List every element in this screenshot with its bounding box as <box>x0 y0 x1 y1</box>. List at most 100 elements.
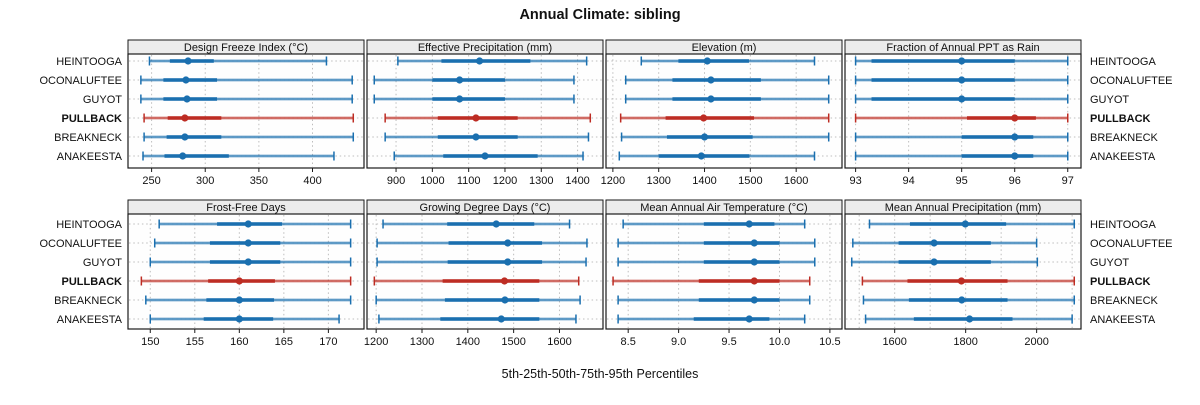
median-dot <box>181 114 189 122</box>
percentile-row-anakeesta <box>368 314 602 324</box>
median-dot <box>481 152 489 160</box>
median-dot <box>492 220 500 228</box>
percentile-row-oconaluftee <box>607 75 841 85</box>
x-tick-label: 165 <box>275 336 293 348</box>
x-tick-label: 10.0 <box>769 336 790 348</box>
median-dot <box>472 114 480 122</box>
median-dot <box>244 239 252 247</box>
panel-header-label: Design Freeze Index (°C) <box>184 42 308 54</box>
percentile-row-oconaluftee <box>368 75 602 85</box>
site-label-right-pullback: PULLBACK <box>1090 113 1151 125</box>
median-dot <box>184 57 192 65</box>
median-dot <box>235 277 243 285</box>
panel-box <box>366 53 604 169</box>
x-tick-label: 10.5 <box>819 336 840 348</box>
percentile-row-anakeesta <box>846 151 1080 161</box>
percentile-row-breakneck <box>846 295 1080 305</box>
median-dot <box>455 76 464 84</box>
x-tick-label: 9.5 <box>721 336 736 348</box>
panel-header-label: Effective Precipitation (mm) <box>418 42 552 54</box>
percentile-row-breakneck <box>368 132 602 142</box>
panels-container: HEINTOOGA HEINTOOGA OCONALUFTEE OCONALUFTEE… <box>39 39 1173 348</box>
x-tick-label: 1100 <box>457 175 481 187</box>
panel-elevation-m: Elevation (m) 1200 1300 1400 1500 1600 <box>601 39 843 187</box>
panel-mean-annual-air-temperature-c: Mean Annual Air Temperature (°C) 8.5 9.0 9.… <box>605 199 843 348</box>
median-dot <box>750 258 758 266</box>
site-label-left-guyot: GUYOT <box>83 257 122 269</box>
panel-header-label: Fraction of Annual PPT as Rain <box>886 42 1039 54</box>
chart-title: Annual Climate: sibling <box>519 7 680 23</box>
percentile-row-heintooga <box>368 219 602 229</box>
median-dot <box>957 277 966 285</box>
percentile-row-pullback <box>129 276 363 286</box>
panel-box <box>844 53 1082 169</box>
percentile-row-guyot <box>368 257 602 267</box>
percentile-row-heintooga <box>846 219 1080 229</box>
percentile-row-oconaluftee <box>129 75 363 85</box>
site-label-left-oconaluftee: OCONALUFTEE <box>39 75 122 87</box>
median-dot <box>745 220 753 228</box>
x-tick-label: 1400 <box>565 175 589 187</box>
x-tick-label: 250 <box>142 175 160 187</box>
site-label-left-pullback: PULLBACK <box>62 113 123 125</box>
site-label-left-heintooga: HEINTOOGA <box>56 219 122 231</box>
x-tick-label: 93 <box>849 175 861 187</box>
median-dot <box>697 152 705 160</box>
x-tick-label: 170 <box>319 336 337 348</box>
site-label-right-anakeesta: ANAKEESTA <box>1090 314 1156 326</box>
x-tick-label: 155 <box>186 336 204 348</box>
median-dot <box>181 133 189 141</box>
percentile-row-guyot <box>846 94 1080 104</box>
median-dot <box>472 133 480 141</box>
percentile-row-anakeesta <box>607 314 841 324</box>
percentile-row-anakeesta <box>846 314 1080 324</box>
panel-header-label: Elevation (m) <box>692 42 757 54</box>
percentile-row-pullback <box>846 113 1080 123</box>
percentile-row-breakneck <box>607 132 841 142</box>
site-label-right-oconaluftee: OCONALUFTEE <box>1090 238 1173 250</box>
site-label-left-breakneck: BREAKNECK <box>54 132 123 144</box>
median-dot <box>961 220 969 228</box>
percentile-row-oconaluftee <box>129 238 363 248</box>
median-dot <box>958 296 966 304</box>
panel-header-label: Growing Degree Days (°C) <box>420 202 551 214</box>
panel-box <box>366 213 604 330</box>
median-dot <box>958 57 966 65</box>
panel-box <box>127 53 365 169</box>
percentile-row-heintooga <box>368 56 602 66</box>
median-dot <box>183 95 191 103</box>
median-dot <box>707 76 715 84</box>
median-dot <box>1011 114 1019 122</box>
percentile-row-heintooga <box>129 56 363 66</box>
panel-header-label: Mean Annual Precipitation (mm) <box>885 202 1042 214</box>
percentile-row-heintooga <box>607 219 841 229</box>
median-dot <box>235 296 243 304</box>
panel-header-label: Mean Annual Air Temperature (°C) <box>640 202 807 214</box>
median-dot <box>750 296 758 304</box>
panel-effective-precipitation-mm: Effective Precipitation (mm) 900 1000 1100 1… <box>366 39 604 187</box>
x-tick-label: 1200 <box>493 175 517 187</box>
median-dot <box>930 258 938 266</box>
median-dot <box>1011 152 1019 160</box>
percentile-row-anakeesta <box>607 151 841 161</box>
percentile-row-pullback <box>368 276 602 286</box>
site-label-left-pullback: PULLBACK <box>62 276 123 288</box>
percentile-row-pullback <box>368 113 602 123</box>
x-tick-label: 1200 <box>601 175 625 187</box>
median-dot <box>958 95 966 103</box>
percentile-row-oconaluftee <box>368 238 602 248</box>
percentile-row-guyot <box>129 94 363 104</box>
x-tick-label: 9.0 <box>671 336 686 348</box>
median-dot <box>504 258 512 266</box>
x-tick-label: 1600 <box>784 175 808 187</box>
x-tick-label: 1600 <box>882 336 906 348</box>
median-dot <box>1011 133 1019 141</box>
median-dot <box>500 277 509 285</box>
panel-box <box>844 213 1082 330</box>
x-tick-label: 900 <box>387 175 405 187</box>
x-tick-label: 1300 <box>529 175 553 187</box>
site-label-left-heintooga: HEINTOOGA <box>56 56 122 68</box>
median-dot <box>244 258 252 266</box>
x-tick-label: 150 <box>141 336 159 348</box>
median-dot <box>475 57 484 65</box>
